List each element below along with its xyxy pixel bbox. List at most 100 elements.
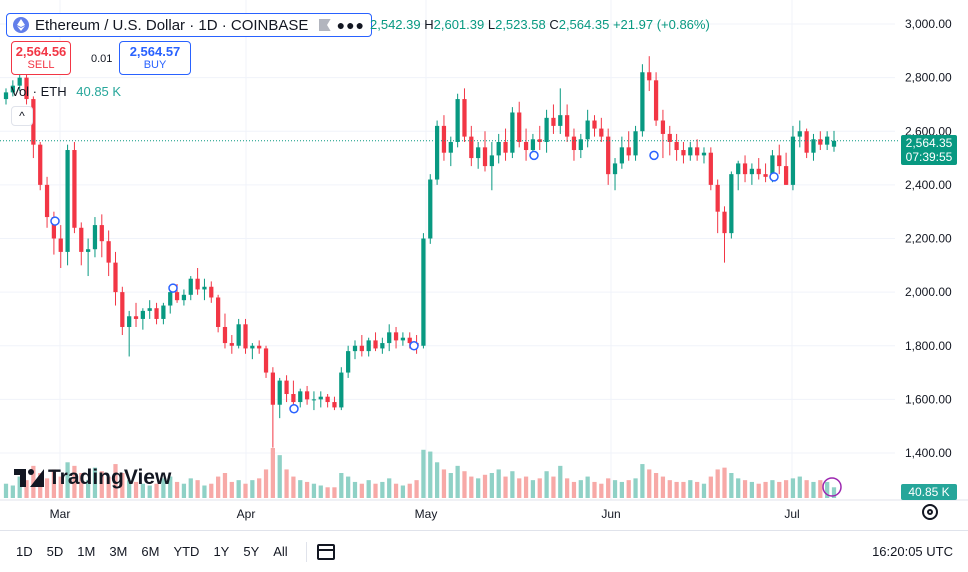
candle-body	[530, 139, 536, 151]
candle-body	[58, 238, 63, 252]
volume-bar	[763, 481, 768, 498]
event-marker-icon	[769, 172, 779, 182]
buy-button[interactable]: 2,564.57 BUY	[119, 41, 191, 75]
symbol-title[interactable]: Ethereum / U.S. Dollar · 1D · COINBASE	[35, 16, 309, 34]
volume-bar	[640, 464, 645, 498]
volume-bar	[3, 483, 9, 498]
volume-bar	[181, 483, 187, 498]
collapse-legend-button[interactable]: ^	[11, 106, 33, 126]
volume-bar	[660, 476, 666, 498]
utc-clock[interactable]: 16:20:05 UTC	[872, 544, 953, 559]
volume-bar	[722, 467, 727, 498]
candle-body	[113, 262, 118, 293]
range-ytd[interactable]: YTD	[173, 544, 200, 559]
candle-body	[263, 348, 269, 373]
volume-bar	[455, 465, 460, 498]
candle-body	[216, 297, 221, 327]
volume-bar	[24, 480, 29, 498]
volume-bar	[366, 480, 371, 498]
tradingview-logo-icon	[14, 469, 44, 487]
volume-bar	[51, 469, 57, 498]
volume-bar	[195, 480, 200, 498]
candle-body	[44, 184, 50, 218]
candle-body	[818, 139, 823, 145]
candle-body	[120, 292, 125, 327]
candle-body	[106, 241, 111, 263]
range-3m[interactable]: 3M	[109, 544, 128, 559]
volume-bar	[523, 476, 529, 498]
volume-bar	[284, 469, 289, 498]
candle-body	[346, 351, 351, 373]
volume-bar	[742, 480, 748, 498]
volume-bar	[783, 480, 789, 498]
x-tick-label: Jun	[601, 507, 620, 521]
tradingview-logo[interactable]: TradingView	[14, 466, 171, 490]
candle-body	[756, 168, 761, 175]
candle-body	[558, 115, 563, 126]
candle-body	[749, 168, 755, 175]
candle-body	[325, 396, 330, 403]
candle-body	[599, 128, 604, 137]
candle-body	[462, 99, 467, 137]
candle-body	[565, 115, 570, 137]
spread-value: 0.01	[91, 53, 113, 65]
candle-body	[777, 155, 782, 167]
more-dots-icon[interactable]: ●●●	[336, 17, 365, 33]
volume-bar	[606, 478, 611, 498]
ohlc-low-prefix: L	[487, 17, 496, 32]
candle-body	[674, 141, 679, 151]
volume-bar	[222, 473, 228, 498]
volume-bar	[263, 469, 269, 498]
candle-body	[783, 166, 789, 185]
candle-body	[489, 155, 494, 167]
candle-body	[133, 316, 139, 319]
candle-body	[174, 292, 180, 301]
volume-bar	[236, 480, 241, 498]
volume-bar	[421, 449, 426, 498]
range-1m[interactable]: 1M	[77, 544, 96, 559]
candle-body	[332, 402, 337, 408]
range-1y[interactable]: 1Y	[213, 544, 230, 559]
sell-button[interactable]: 2,564.56 SELL	[11, 41, 71, 75]
candle-body	[209, 286, 214, 298]
y-tick-label: 2,200.00	[905, 232, 952, 246]
candle-body	[503, 141, 508, 153]
candle-body	[291, 394, 296, 403]
chart-area[interactable]: 3,000.00 2,800.00 2,600.00 2,400.00 2,200.00…	[0, 0, 968, 530]
candle-body	[250, 345, 255, 349]
candle-body	[469, 136, 474, 159]
volume-bar	[681, 481, 686, 498]
range-5y[interactable]: 5Y	[243, 544, 260, 559]
range-1d[interactable]: 1D	[16, 544, 33, 559]
ethereum-icon	[13, 17, 29, 33]
symbol-header[interactable]: Ethereum / U.S. Dollar · 1D · COINBASE ●…	[6, 13, 372, 37]
volume-bar	[387, 478, 392, 498]
tradingview-logo-text: TradingView	[48, 466, 172, 489]
volume-bar	[633, 478, 638, 498]
volume-bar	[277, 455, 282, 498]
candle-body	[352, 345, 358, 352]
candle-body	[763, 174, 768, 177]
volume-bar	[777, 481, 782, 498]
volume-bar	[811, 481, 816, 498]
candle-body	[790, 136, 796, 185]
candle-body	[79, 227, 84, 252]
flag-icon[interactable]	[318, 19, 331, 31]
range-5d[interactable]: 5D	[46, 544, 64, 559]
volume-bar	[544, 471, 549, 498]
bar-countdown: 07:39:55	[905, 150, 953, 164]
candle-body	[708, 152, 713, 185]
candle-body	[729, 174, 734, 234]
candle-body	[161, 305, 166, 319]
price-chart[interactable]: 3,000.00 2,800.00 2,600.00 2,400.00 2,200.00…	[0, 0, 968, 530]
range-all[interactable]: All	[273, 544, 288, 559]
candle-body	[551, 117, 556, 126]
candle-body	[311, 399, 317, 401]
volume-bar	[585, 476, 590, 498]
volume-legend[interactable]: Vol · ETH 40.85 K	[11, 84, 121, 99]
gear-icon[interactable]	[922, 504, 938, 520]
candle-body	[229, 343, 234, 346]
range-6m[interactable]: 6M	[141, 544, 160, 559]
volume-bar	[619, 481, 624, 498]
calendar-range-icon[interactable]	[316, 543, 335, 560]
